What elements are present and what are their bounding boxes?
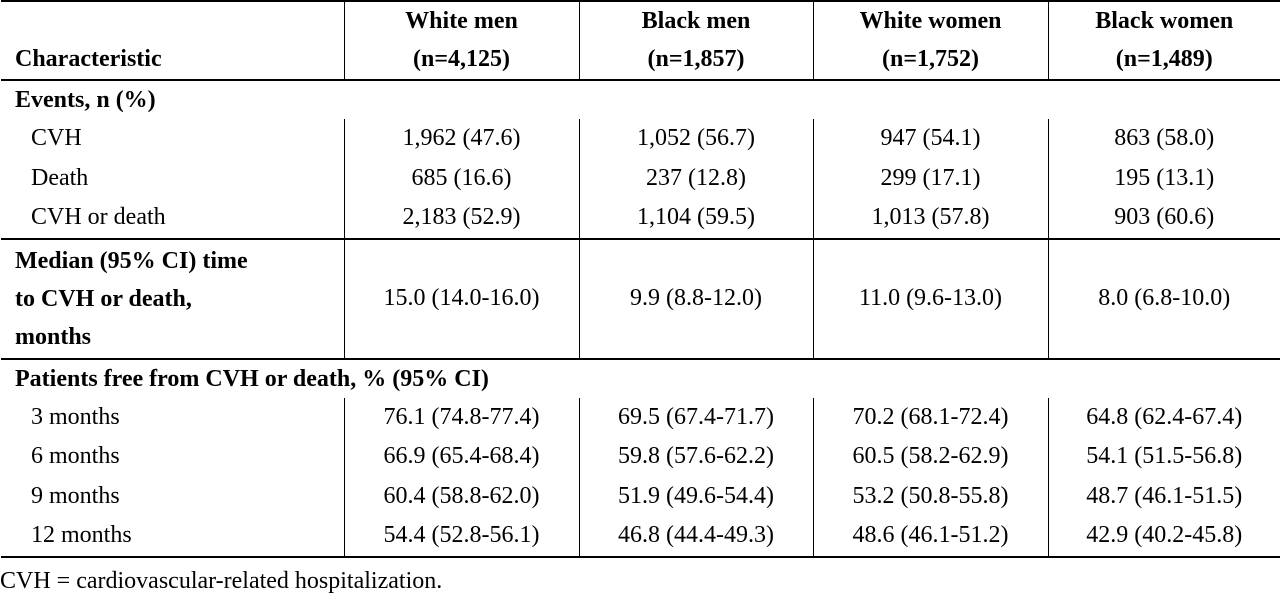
- section-title-events: Events, n (%): [15, 87, 156, 113]
- section-row-events: Events, n (%): [1, 80, 1280, 119]
- column-header-black-men: Black men (n=1,857): [578, 0, 813, 81]
- section-row-free: Patients free from CVH or death, % (95% …: [1, 359, 1280, 398]
- table-cell: 1,013 (57.8): [812, 198, 1048, 240]
- row-label: CVH: [31, 125, 82, 151]
- table-cell: 70.2 (68.1-72.4): [812, 397, 1048, 437]
- table-cell: 1,052 (56.7): [578, 119, 813, 159]
- column-header-characteristic: Characteristic: [1, 0, 344, 81]
- table-cell: 51.9 (49.6-54.4): [578, 476, 813, 516]
- table-footnote: CVH = cardiovascular-related hospitaliza…: [0, 568, 443, 594]
- table-cell: 15.0 (14.0-16.0): [343, 238, 579, 360]
- results-table: Characteristic White men (n=4,125) Black…: [1, 0, 1280, 558]
- table-row: 9 months 60.4 (58.8-62.0) 51.9 (49.6-54.…: [1, 476, 1280, 516]
- table-cell: 60.4 (58.8-62.0): [343, 476, 579, 516]
- column-header-white-men: White men (n=4,125): [343, 0, 579, 81]
- table-cell: 299 (17.1): [812, 158, 1048, 198]
- table-cell: 2,183 (52.9): [343, 198, 579, 240]
- section-title-free: Patients free from CVH or death, % (95% …: [15, 365, 489, 392]
- table-cell: 8.0 (6.8-10.0): [1047, 238, 1280, 360]
- table-row: CVH 1,962 (47.6) 1,052 (56.7) 947 (54.1)…: [1, 119, 1280, 159]
- table-cell: 947 (54.1): [812, 119, 1048, 159]
- table-cell: 54.4 (52.8-56.1): [343, 516, 579, 558]
- header-row: Characteristic White men (n=4,125) Black…: [1, 0, 1280, 81]
- table-cell: 42.9 (40.2-45.8): [1047, 516, 1280, 558]
- table-cell: 9.9 (8.8-12.0): [578, 238, 813, 360]
- row-label: 12 months: [1, 516, 344, 558]
- table-row: 3 months 76.1 (74.8-77.4) 69.5 (67.4-71.…: [1, 397, 1280, 437]
- table-cell: 69.5 (67.4-71.7): [578, 397, 813, 437]
- table-cell: 60.5 (58.2-62.9): [812, 437, 1048, 477]
- table-cell: 237 (12.8): [578, 158, 813, 198]
- column-header-black-women: Black women (n=1,489): [1047, 0, 1280, 81]
- table-row: 12 months 54.4 (52.8-56.1) 46.8 (44.4-49…: [1, 516, 1280, 558]
- table-cell: 54.1 (51.5-56.8): [1047, 437, 1280, 477]
- median-row: Median (95% CI) time to CVH or death, mo…: [1, 238, 1280, 360]
- table-cell: 66.9 (65.4-68.4): [343, 437, 579, 477]
- table-row: 6 months 66.9 (65.4-68.4) 59.8 (57.6-62.…: [1, 437, 1280, 477]
- table-cell: 863 (58.0): [1047, 119, 1280, 159]
- row-label: Death: [31, 164, 89, 191]
- table-row: Death 685 (16.6) 237 (12.8) 299 (17.1) 1…: [1, 158, 1280, 198]
- table-row: CVH or death 2,183 (52.9) 1,104 (59.5) 1…: [1, 198, 1280, 240]
- table-cell: 48.7 (46.1-51.5): [1047, 476, 1280, 516]
- table-cell: 53.2 (50.8-55.8): [812, 476, 1048, 516]
- table-cell: 1,962 (47.6): [343, 119, 579, 159]
- column-header-white-women: White women (n=1,752): [812, 0, 1048, 81]
- table-cell: 195 (13.1): [1047, 158, 1280, 198]
- table-cell: 11.0 (9.6-13.0): [812, 238, 1048, 360]
- table-cell: 685 (16.6): [343, 158, 579, 198]
- results-table-container: Characteristic White men (n=4,125) Black…: [1, 0, 1280, 558]
- row-label: CVH or death: [1, 198, 344, 240]
- table-cell: 59.8 (57.6-62.2): [578, 437, 813, 477]
- section-title-median: Median (95% CI) time to CVH or death, mo…: [1, 238, 344, 360]
- row-label: 3 months: [31, 403, 120, 430]
- row-label: 6 months: [31, 443, 120, 469]
- table-cell: 48.6 (46.1-51.2): [812, 516, 1048, 558]
- table-cell: 1,104 (59.5): [578, 198, 813, 240]
- table-cell: 64.8 (62.4-67.4): [1047, 397, 1280, 437]
- row-label: 9 months: [31, 482, 120, 509]
- table-cell: 46.8 (44.4-49.3): [578, 516, 813, 558]
- table-cell: 903 (60.6): [1047, 198, 1280, 240]
- table-cell: 76.1 (74.8-77.4): [343, 397, 579, 437]
